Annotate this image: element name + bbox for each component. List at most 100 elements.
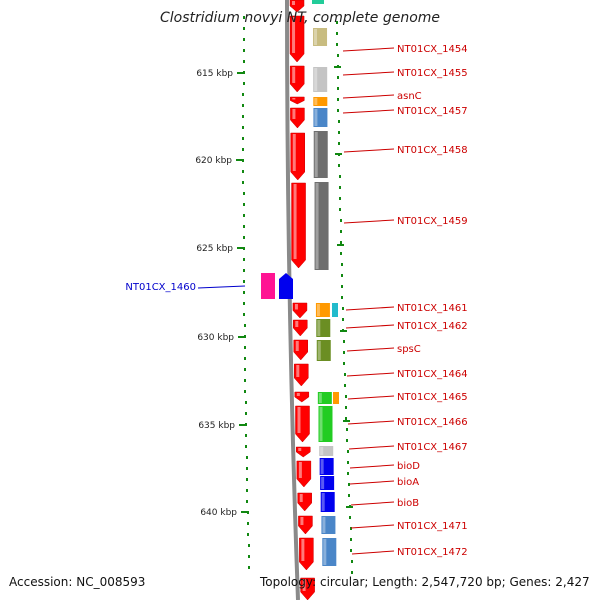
tick-dot	[243, 225, 245, 228]
ruler-label: 635 kbp	[198, 421, 235, 431]
gene-highlight	[292, 17, 296, 53]
gene-highlight	[294, 304, 298, 310]
tick-dot	[346, 439, 348, 442]
gene-label: bioD	[397, 461, 420, 472]
ruler-tick	[238, 336, 246, 338]
tick-dot	[242, 93, 244, 96]
cog-block	[322, 538, 337, 566]
gene-label: NT01CX_1458	[397, 145, 468, 156]
ruler-tick	[239, 424, 247, 426]
gene-highlight	[292, 134, 296, 171]
tick-dot	[339, 197, 341, 200]
tick-dot	[347, 472, 349, 475]
cog-block	[313, 97, 328, 106]
cog-block	[320, 476, 335, 490]
gene-highlight	[298, 462, 302, 478]
label-leader-line	[347, 395, 395, 400]
label-leader-line	[350, 524, 395, 529]
tick-dot	[246, 478, 248, 481]
cog-highlight	[318, 393, 322, 403]
gene-label: bioA	[397, 477, 419, 488]
label-leader-line	[343, 148, 395, 153]
gene-label: NT01CX_1460	[125, 282, 196, 293]
tick-dot	[340, 230, 342, 233]
tick-dot	[341, 274, 343, 277]
tick-dot	[340, 219, 342, 222]
tick-dot	[243, 60, 245, 63]
tick-layer	[236, 16, 353, 574]
cog-highlight	[317, 341, 321, 360]
label-leader-line	[349, 480, 395, 485]
tick-dot	[248, 555, 250, 558]
label-leader-line	[197, 285, 246, 289]
major-tick	[335, 153, 342, 155]
tick-dot	[345, 395, 347, 398]
tick-dot	[346, 428, 348, 431]
cog-block	[312, 0, 324, 4]
cog-block	[313, 108, 328, 127]
tick-dot	[343, 351, 345, 354]
tick-dot	[341, 296, 343, 299]
label-leader-line	[350, 501, 395, 506]
major-tick	[334, 66, 341, 68]
ruler-label: 620 kbp	[195, 156, 232, 166]
tick-dot	[336, 32, 338, 35]
tick-dot	[243, 269, 245, 272]
tick-dot	[243, 16, 245, 19]
tick-dot	[345, 417, 347, 420]
major-tick	[340, 330, 347, 332]
cog-highlight	[314, 109, 318, 126]
gene-highlight	[292, 109, 296, 119]
tick-dot	[339, 186, 341, 189]
tick-dot	[242, 148, 244, 151]
cog-highlight	[314, 98, 318, 105]
gene-highlight	[299, 494, 303, 502]
gene-highlight	[297, 407, 301, 433]
accession-text: Accession: NC_008593	[9, 575, 146, 589]
tick-dot	[336, 21, 338, 24]
map-title: Clostridium novyi NT, complete genome	[159, 10, 441, 26]
tick-dot	[243, 49, 245, 52]
tick-dot	[347, 461, 349, 464]
cog-highlight	[314, 29, 318, 45]
cog-block	[315, 303, 330, 317]
tick-dot	[245, 434, 247, 437]
tick-dot	[243, 38, 245, 41]
tick-dot	[350, 538, 352, 541]
cog-highlight	[319, 407, 323, 441]
tick-dot	[338, 120, 340, 123]
tick-dot	[343, 340, 345, 343]
cog-highlight	[317, 320, 321, 336]
tick-dot	[341, 285, 343, 288]
tick-dot	[340, 252, 342, 255]
tick-dot	[345, 406, 347, 409]
tick-dot	[350, 527, 352, 530]
gene-label: NT01CX_1457	[397, 106, 468, 117]
tick-dot	[342, 318, 344, 321]
tick-dot	[246, 456, 248, 459]
gene-highlight	[298, 448, 302, 451]
cog-block	[313, 28, 328, 46]
gene-highlight	[301, 539, 305, 561]
tick-dot	[245, 445, 247, 448]
tick-dot	[246, 500, 248, 503]
tick-dot	[344, 373, 346, 376]
tick-dot	[244, 346, 246, 349]
label-leader-line	[342, 109, 395, 114]
ruler-tick	[236, 159, 244, 161]
gene-highlight	[292, 67, 296, 83]
tick-dot	[340, 241, 342, 244]
cog-block	[313, 67, 328, 92]
left-gene-arrow	[279, 273, 293, 299]
gene-label: NT01CX_1459	[397, 216, 468, 227]
tick-dot	[247, 533, 249, 536]
ruler-tick	[237, 72, 245, 74]
tick-dot	[243, 192, 245, 195]
genome-backbone	[285, 0, 300, 600]
gene-label: NT01CX_1454	[397, 44, 468, 55]
tick-dot	[244, 390, 246, 393]
tick-dot	[248, 566, 250, 569]
gene-highlight	[302, 579, 306, 591]
tick-dot	[243, 302, 245, 305]
